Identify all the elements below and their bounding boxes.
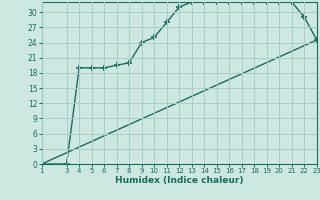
X-axis label: Humidex (Indice chaleur): Humidex (Indice chaleur) <box>115 176 244 185</box>
